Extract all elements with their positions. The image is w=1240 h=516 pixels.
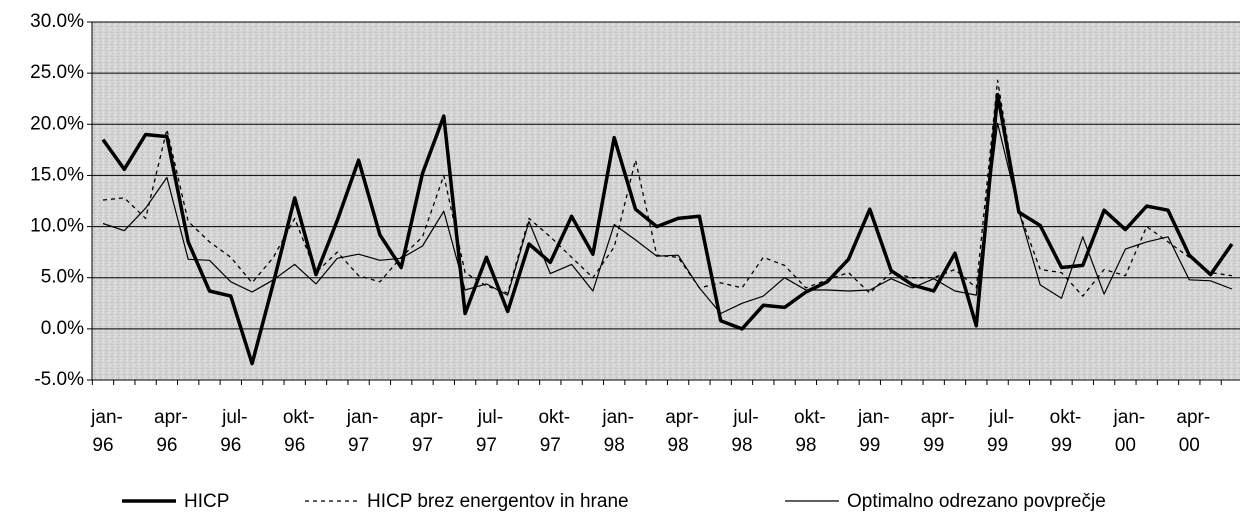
legend-label: HICP brez energentov in hrane [367,491,629,512]
x-tick-label: okt-98 [794,407,826,456]
x-tick-label: jul-99 [987,407,1014,456]
y-tick-label: 10.0% [30,216,84,237]
legend-label: HICP [184,491,229,512]
x-tick-label: apr-00 [1176,407,1210,456]
x-tick-label: okt-99 [1050,407,1082,456]
y-tick-label: 5.0% [41,267,84,288]
x-tick-label: apr-99 [921,407,955,456]
y-tick-label: 20.0% [30,113,84,134]
x-tick-label: jan-99 [857,407,890,456]
legend-label: Optimalno odrezano povprečje [847,491,1106,512]
x-tick-label: apr-98 [665,407,699,456]
x-tick-label: jul-98 [731,407,758,456]
series-line [102,122,1233,315]
y-tick-label: 30.0% [30,11,84,32]
y-tick-label: 15.0% [30,164,84,185]
x-tick-label: jan-98 [601,407,634,456]
y-tick-label: 0.0% [41,318,84,339]
x-tick-label: okt-97 [538,407,570,456]
x-tick-label: jul-97 [476,407,503,456]
y-tick-label: -5.0% [34,369,84,390]
x-tick-label: jan-97 [346,407,379,456]
x-tick-label: jan-96 [90,407,123,456]
x-tick-label: jul-96 [220,407,247,456]
x-tick-label: apr-96 [154,407,188,456]
x-tick-label: jan-00 [1113,407,1146,456]
series-line [101,92,1234,366]
y-tick-label: 25.0% [30,62,84,83]
x-tick-label: okt-96 [283,407,315,456]
x-tick-label: apr-97 [410,407,444,456]
plot-area [92,22,1240,380]
